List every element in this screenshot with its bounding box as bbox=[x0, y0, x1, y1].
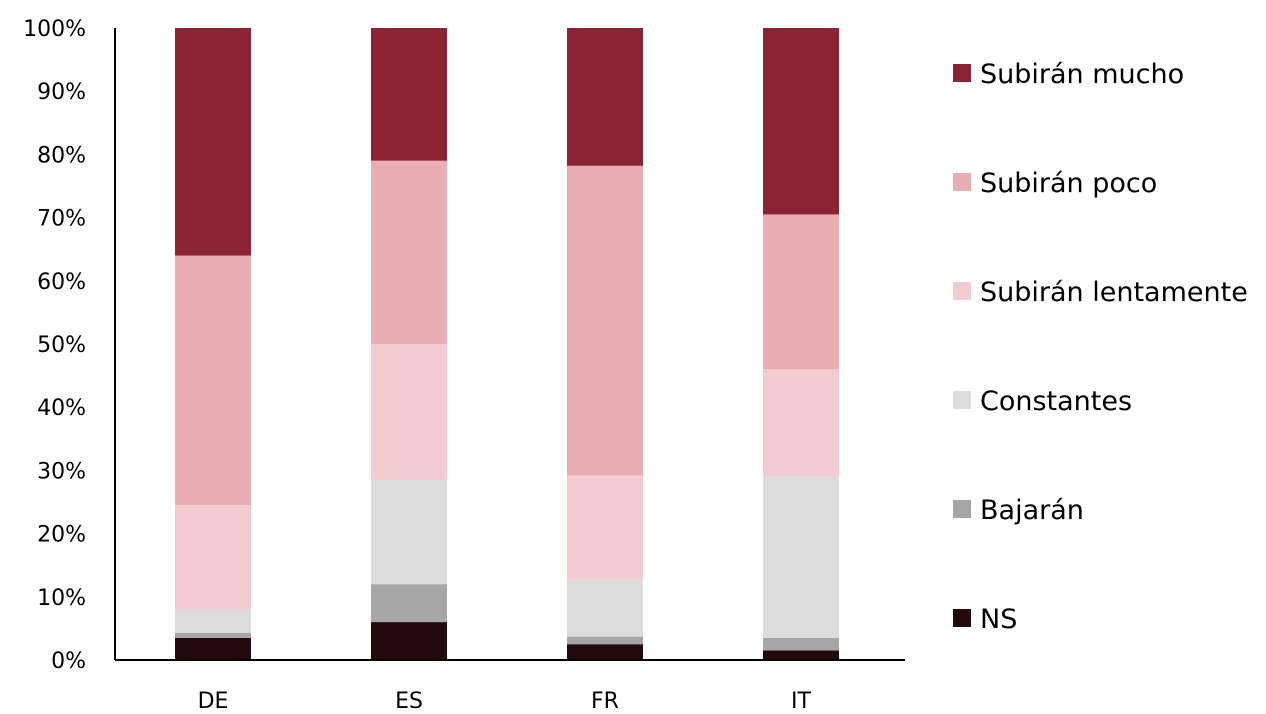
bar-segment-fr-1 bbox=[567, 636, 643, 645]
legend-label: Bajarán bbox=[980, 495, 1084, 526]
bar-segment-de-5 bbox=[175, 28, 251, 256]
bars-layer bbox=[175, 28, 839, 660]
bar-segment-de-4 bbox=[175, 255, 251, 506]
legend-label: Constantes bbox=[980, 386, 1132, 417]
bar-segment-it-0 bbox=[763, 650, 839, 660]
y-tick-label: 90% bbox=[37, 80, 86, 105]
legend-label: Subirán mucho bbox=[980, 59, 1184, 90]
y-tick-label: 60% bbox=[37, 270, 86, 295]
bar-segment-it-5 bbox=[763, 28, 839, 215]
y-tick-label: 50% bbox=[37, 333, 86, 358]
legend-swatch bbox=[953, 391, 971, 409]
y-tick-label: 20% bbox=[37, 523, 86, 548]
bar-segment-de-3 bbox=[175, 505, 251, 610]
legend-label: Subirán poco bbox=[980, 168, 1157, 199]
legend-swatch bbox=[953, 64, 971, 82]
bar-segment-es-1 bbox=[371, 584, 447, 623]
legend-item: Subirán lentamente bbox=[953, 277, 1248, 308]
bar-segment-es-0 bbox=[371, 622, 447, 660]
legend-item: Subirán mucho bbox=[953, 59, 1184, 90]
bar-segment-fr-5 bbox=[567, 28, 643, 166]
bar-segment-de-0 bbox=[175, 637, 251, 660]
y-tick-label: 30% bbox=[37, 459, 86, 484]
x-tick-label: FR bbox=[591, 689, 619, 714]
y-tick-label: 0% bbox=[51, 649, 86, 674]
bar-segment-es-5 bbox=[371, 28, 447, 161]
bar-segment-fr-0 bbox=[567, 644, 643, 660]
legend-item: Subirán poco bbox=[953, 168, 1157, 199]
bar-segment-it-3 bbox=[763, 369, 839, 477]
legend-label: Subirán lentamente bbox=[980, 277, 1248, 308]
legend-label: NS bbox=[980, 604, 1017, 635]
y-tick-labels: 0% 10% 20% 30% 40% 50% 60% 70% 80% 90% 100% bbox=[23, 17, 86, 674]
bar-segment-it-1 bbox=[763, 637, 839, 651]
y-tick-label: 10% bbox=[37, 586, 86, 611]
bar-segment-fr-3 bbox=[567, 475, 643, 580]
legend-item: Bajarán bbox=[953, 495, 1084, 526]
bar-segment-es-2 bbox=[371, 479, 447, 585]
y-tick-label: 100% bbox=[23, 17, 86, 42]
legend: Subirán mucho Subirán poco Subirán lentame… bbox=[953, 59, 1248, 635]
legend-item: Constantes bbox=[953, 386, 1132, 417]
bar-segment-it-4 bbox=[763, 214, 839, 370]
x-tick-labels: DE ES FR IT bbox=[198, 689, 812, 714]
bar-segment-fr-4 bbox=[567, 165, 643, 476]
bar-segment-es-4 bbox=[371, 160, 447, 344]
axes-layer bbox=[114, 28, 905, 661]
legend-swatch bbox=[953, 282, 971, 300]
bar-segment-de-1 bbox=[175, 632, 251, 638]
bar-segment-fr-2 bbox=[567, 579, 643, 637]
x-tick-label: ES bbox=[395, 689, 423, 714]
y-tick-label: 40% bbox=[37, 396, 86, 421]
legend-swatch bbox=[953, 173, 971, 191]
legend-item: NS bbox=[953, 604, 1017, 635]
bar-segment-de-2 bbox=[175, 609, 251, 633]
legend-swatch bbox=[953, 500, 971, 518]
x-tick-label: IT bbox=[791, 689, 811, 714]
bar-segment-es-3 bbox=[371, 344, 447, 480]
y-tick-label: 80% bbox=[37, 143, 86, 168]
legend-swatch bbox=[953, 609, 971, 627]
x-tick-label: DE bbox=[198, 689, 229, 714]
y-tick-label: 70% bbox=[37, 207, 86, 232]
bar-segment-it-2 bbox=[763, 476, 839, 638]
